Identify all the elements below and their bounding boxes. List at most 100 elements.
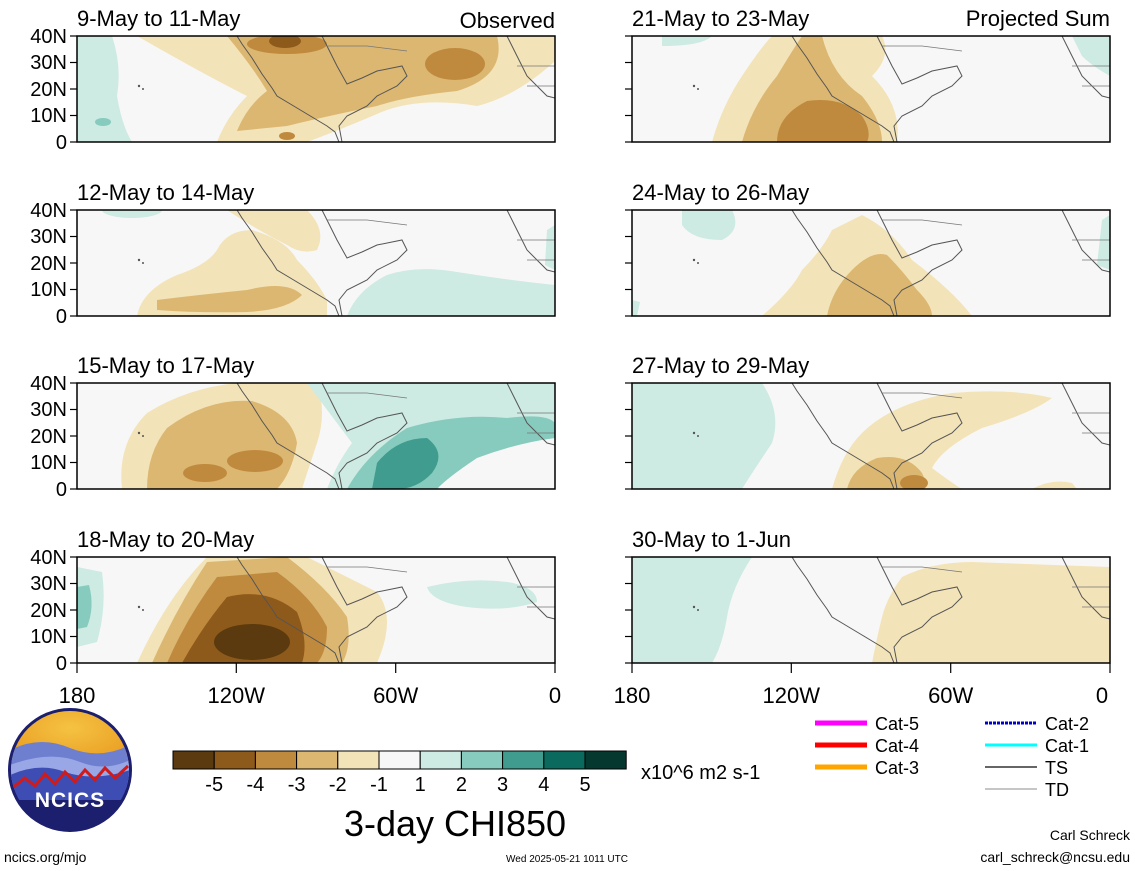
colorbar-box-5 — [378, 750, 421, 770]
panel-2-title: 12-May to 14-May — [77, 180, 254, 205]
legend-label-cat-5: Cat-5 — [875, 714, 919, 734]
panel-7: 27-May to 29-May — [625, 353, 1111, 490]
ncics-logo-text: NCICS — [35, 789, 105, 812]
panel-2-field — [77, 210, 555, 316]
colorbar-label-8: 4 — [538, 774, 549, 796]
panel-1-lat-labels: 40N 30N 20N 10N 0 — [30, 26, 67, 154]
svg-text:120W: 120W — [763, 683, 821, 708]
legend-label-ts: TS — [1045, 758, 1068, 778]
panel-4-ticks — [70, 556, 556, 673]
panel-8-title: 30-May to 1-Jun — [632, 527, 791, 552]
svg-text:120W: 120W — [208, 683, 266, 708]
panel-8: 30-May to 1-Jun 180 120W 60W 0 — [614, 527, 1111, 708]
panel-4: 18-May to 20-May 40N 30N 20N 10N 0 180 1… — [30, 527, 561, 708]
svg-text:10N: 10N — [30, 105, 67, 127]
svg-text:0: 0 — [1096, 683, 1108, 708]
panel-5: 21-May to 23-May Projected Sum — [625, 6, 1111, 143]
colorbar-label-2: -3 — [288, 774, 306, 796]
colorbar-units: x10^6 m2 s-1 — [641, 762, 760, 784]
colorbar-box-10 — [584, 750, 627, 770]
colorbar-box-9 — [543, 750, 586, 770]
colorbar-title: 3-day CHI850 — [344, 803, 566, 844]
panel-3-title: 15-May to 17-May — [77, 353, 254, 378]
svg-text:30N: 30N — [30, 573, 67, 595]
panel-8-field — [632, 557, 1110, 663]
footer-site: ncics.org/mjo — [4, 849, 87, 865]
colorbar-label-0: -5 — [205, 774, 223, 796]
ncics-logo: NCICS — [8, 708, 132, 832]
colorbar-box-6 — [419, 750, 462, 770]
footer-author: Carl Schreck — [1050, 827, 1131, 843]
colorbar-box-2 — [254, 750, 298, 770]
svg-text:30N: 30N — [30, 399, 67, 421]
legend-label-td: TD — [1045, 780, 1069, 800]
panel-7-field — [632, 383, 1110, 489]
footer-timestamp: Wed 2025-05-21 1011 UTC — [506, 854, 628, 865]
svg-text:20N: 20N — [30, 600, 67, 622]
svg-text:0: 0 — [549, 683, 561, 708]
svg-text:60W: 60W — [928, 683, 973, 708]
svg-text:20N: 20N — [30, 79, 67, 101]
svg-text:180: 180 — [614, 683, 651, 708]
colorbar-label-3: -2 — [329, 774, 347, 796]
colorbar-label-1: -4 — [247, 774, 265, 796]
svg-text:30N: 30N — [30, 52, 67, 74]
legend-label-cat-2: Cat-2 — [1045, 714, 1089, 734]
svg-text:10N: 10N — [30, 626, 67, 648]
panel-5-title: 21-May to 23-May — [632, 6, 809, 31]
svg-text:0: 0 — [56, 132, 67, 154]
panel-4-lat-labels: 40N 30N 20N 10N 0 — [30, 547, 67, 675]
panel-6-title: 24-May to 26-May — [632, 180, 809, 205]
colorbar-label-7: 3 — [497, 774, 508, 796]
svg-text:40N: 40N — [30, 373, 67, 395]
panel-1-corner-label: Observed — [460, 8, 555, 33]
panel-6-ticks — [625, 209, 632, 317]
footer-email: carl_schreck@ncsu.edu — [980, 849, 1130, 865]
right-lon-labels: 180 120W 60W 0 — [614, 683, 1108, 708]
panel-4-title: 18-May to 20-May — [77, 527, 254, 552]
svg-text:20N: 20N — [30, 426, 67, 448]
panel-6-field — [632, 210, 1110, 316]
svg-text:0: 0 — [56, 306, 67, 328]
colorbar-box-4 — [337, 750, 380, 770]
panel-5-field — [632, 36, 1110, 142]
panel-5-ticks — [625, 35, 632, 143]
panel-2-lat-labels: 40N 30N 20N 10N 0 — [30, 200, 67, 328]
panel-1-field — [77, 36, 555, 142]
svg-text:40N: 40N — [30, 26, 67, 48]
legend-label-cat-1: Cat-1 — [1045, 736, 1089, 756]
svg-text:0: 0 — [56, 479, 67, 501]
left-lon-labels: 180 120W 60W 0 — [59, 683, 561, 708]
panel-1-title: 9-May to 11-May — [77, 6, 240, 31]
svg-text:20N: 20N — [30, 253, 67, 275]
colorbar-label-4: -1 — [370, 774, 388, 796]
legend-label-cat-3: Cat-3 — [875, 758, 919, 778]
colorbar-label-9: 5 — [579, 774, 590, 796]
panel-2: 12-May to 14-May 40N 30N 20N 10N 0 — [30, 180, 556, 328]
panel-6: 24-May to 26-May — [625, 180, 1111, 317]
svg-text:60W: 60W — [373, 683, 418, 708]
svg-text:40N: 40N — [30, 200, 67, 222]
colorbar-labels: -5 -4 -3 -2 -1 1 2 3 4 5 — [205, 774, 590, 796]
colorbar-boxes — [172, 750, 627, 770]
panel-5-corner-label: Projected Sum — [966, 6, 1110, 31]
colorbar: -5 -4 -3 -2 -1 1 2 3 4 5 x10^6 m2 s-1 3-day CHI85… — [172, 750, 760, 844]
colorbar-label-5: 1 — [415, 774, 426, 796]
colorbar-box-3 — [296, 750, 339, 770]
colorbar-box-8 — [502, 750, 545, 770]
panel-4-field — [77, 557, 555, 663]
panel-7-ticks — [625, 382, 632, 490]
colorbar-box-7 — [460, 750, 504, 770]
svg-text:10N: 10N — [30, 452, 67, 474]
panel-7-title: 27-May to 29-May — [632, 353, 809, 378]
svg-text:30N: 30N — [30, 226, 67, 248]
legend-label-cat-4: Cat-4 — [875, 736, 919, 756]
panel-3-ticks — [70, 382, 77, 490]
svg-text:40N: 40N — [30, 547, 67, 569]
panel-8-ticks — [625, 556, 1111, 673]
svg-text:180: 180 — [59, 683, 96, 708]
colorbar-box-0 — [172, 750, 215, 770]
colorbar-label-6: 2 — [456, 774, 467, 796]
